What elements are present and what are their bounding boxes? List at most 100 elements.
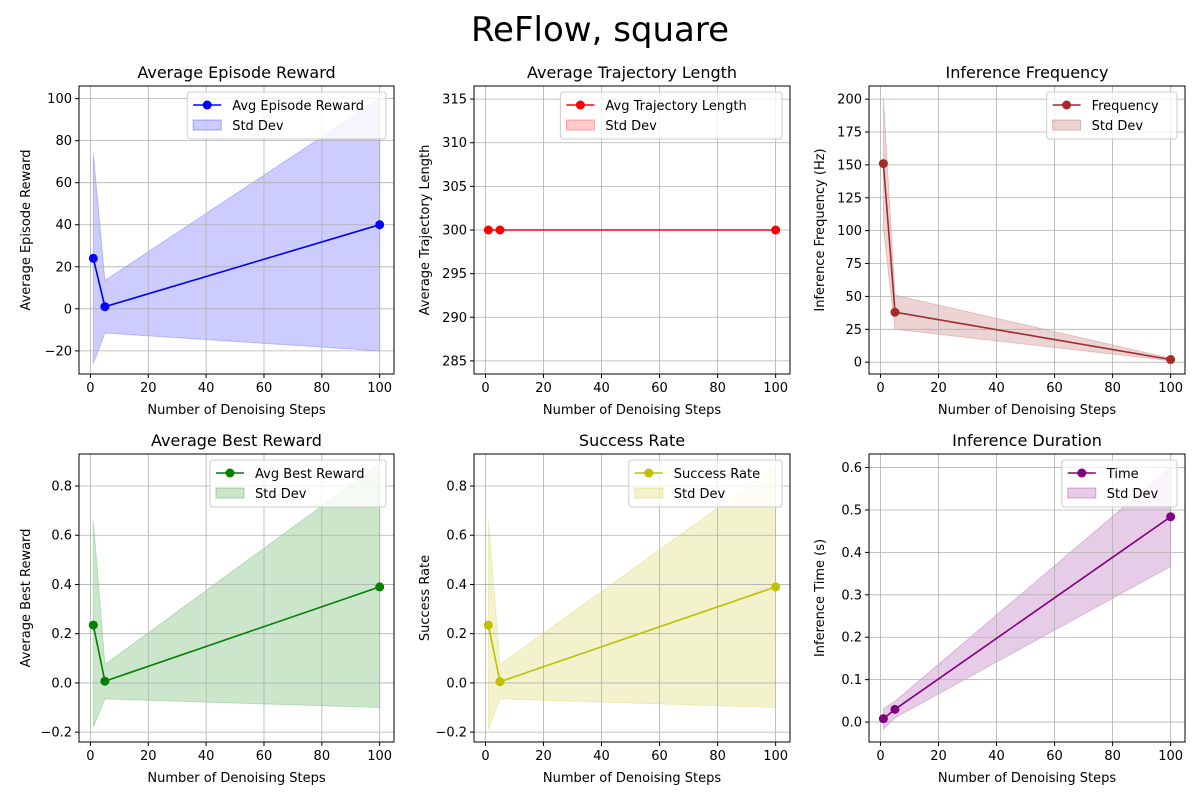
- legend-label: Time: [1106, 467, 1139, 482]
- y-tick-label: 0.0: [841, 716, 862, 731]
- legend-band-marker: [1052, 119, 1082, 131]
- x-tick-label: 60: [1046, 749, 1063, 764]
- x-tick-label: 80: [314, 749, 331, 764]
- legend-box: [559, 91, 783, 140]
- x-tick-label: 40: [593, 749, 610, 764]
- y-tick-label: 0.3: [841, 588, 862, 603]
- x-axis-label: Number of Denoising Steps: [543, 771, 721, 786]
- x-tick-label: 100: [763, 749, 788, 764]
- y-axis-label: Inference Time (s): [813, 539, 828, 657]
- legend-label: Std Dev: [232, 119, 284, 134]
- data-point: [878, 159, 888, 169]
- legend-label: Std Dev: [1107, 487, 1159, 502]
- data-point: [375, 220, 385, 230]
- data-point: [1166, 512, 1176, 522]
- legend-box: [1061, 459, 1178, 508]
- y-tick-label: −0.2: [40, 726, 72, 741]
- y-tick-label: 0.8: [446, 480, 467, 495]
- y-tick-label: 0: [854, 356, 862, 371]
- y-tick-label: 0.8: [51, 480, 72, 495]
- axes-frame: [78, 453, 395, 743]
- y-tick-label: 60: [55, 176, 72, 191]
- y-tick-label: 25: [845, 323, 862, 338]
- x-tick-label: 100: [763, 381, 788, 396]
- subplot-title: Inference Frequency: [946, 63, 1109, 82]
- x-tick-label: 20: [930, 749, 947, 764]
- y-axis-label: Average Best Reward: [19, 529, 34, 668]
- legend-label: Std Dev: [1092, 119, 1144, 134]
- x-tick-label: 0: [481, 381, 489, 396]
- grid: [79, 454, 394, 742]
- x-tick-label: 100: [1158, 749, 1183, 764]
- y-tick-label: 75: [845, 257, 862, 272]
- y-tick-label: 0.0: [446, 676, 467, 691]
- x-tick-label: 20: [535, 381, 552, 396]
- data-point: [771, 225, 781, 235]
- x-tick-label: 60: [256, 749, 273, 764]
- y-tick-label: 0.0: [51, 676, 72, 691]
- legend: Avg Trajectory Length Std Dev: [559, 91, 783, 140]
- y-tick-label: 80: [55, 134, 72, 149]
- legend-band-marker: [1067, 487, 1097, 499]
- y-tick-label: 175: [837, 126, 862, 141]
- legend-label: Std Dev: [674, 487, 726, 502]
- axes-frame: [868, 453, 1186, 743]
- data-point: [100, 676, 110, 686]
- data-point: [878, 714, 888, 724]
- x-tick-label: 60: [651, 749, 668, 764]
- y-tick-label: 315: [442, 93, 467, 108]
- x-axis-label: Number of Denoising Steps: [147, 771, 325, 786]
- subplot-title: Average Episode Reward: [137, 63, 335, 82]
- y-tick-label: 0.4: [446, 578, 467, 593]
- y-tick-label: 0.6: [446, 529, 467, 544]
- x-tick-label: 80: [709, 749, 726, 764]
- x-tick-label: 20: [140, 749, 157, 764]
- subplot-title: Average Trajectory Length: [527, 63, 737, 82]
- legend-label: Std Dev: [255, 487, 307, 502]
- y-tick-label: 295: [442, 267, 467, 282]
- axes-frame: [868, 85, 1186, 375]
- x-tick-label: 0: [86, 381, 94, 396]
- legend-label: Avg Trajectory Length: [605, 99, 746, 114]
- data-point: [495, 677, 505, 687]
- y-tick-label: 100: [837, 224, 862, 239]
- data-point: [483, 225, 493, 235]
- y-tick-label: 125: [837, 191, 862, 206]
- legend-point-marker: [202, 100, 212, 110]
- legend-band-marker: [215, 487, 245, 499]
- legend-band-marker: [634, 487, 664, 499]
- data-point: [1166, 355, 1176, 365]
- legend-band-marker: [192, 119, 222, 131]
- legend-label: Frequency: [1092, 99, 1159, 114]
- data-point: [88, 253, 98, 263]
- x-tick-label: 40: [988, 381, 1005, 396]
- subplot-2: 0 20 40 60 80 100 285 290 295 300 305 310 315 Average…: [418, 63, 791, 418]
- legend: Avg Best Reward Std Dev: [209, 459, 387, 508]
- subplot-title: Success Rate: [579, 431, 685, 450]
- subplot-4: 0 20 40 60 80 100 −0.2 0.0 0.2 0.4 0.6 0.8 Average B…: [19, 431, 395, 786]
- legend: Frequency Std Dev: [1046, 91, 1178, 140]
- legend-band-marker: [565, 119, 595, 131]
- legend-box: [186, 91, 387, 140]
- x-tick-label: 100: [367, 749, 392, 764]
- y-tick-label: 285: [442, 354, 467, 369]
- x-tick-label: 0: [481, 749, 489, 764]
- y-tick-label: 100: [47, 92, 72, 107]
- subplot-title: Average Best Reward: [151, 431, 322, 450]
- legend-label: Avg Episode Reward: [232, 99, 364, 114]
- y-tick-label: 0.1: [841, 673, 862, 688]
- y-tick-label: 0: [64, 302, 72, 317]
- legend-label: Success Rate: [674, 467, 760, 482]
- data-point: [375, 582, 385, 592]
- x-tick-label: 20: [930, 381, 947, 396]
- y-axis-label: Average Trajectory Length: [418, 145, 433, 316]
- y-tick-label: 305: [442, 180, 467, 195]
- legend-box: [209, 459, 387, 508]
- x-tick-label: 60: [256, 381, 273, 396]
- data-point: [771, 582, 781, 592]
- axes-frame: [78, 85, 395, 375]
- legend: Time Std Dev: [1061, 459, 1178, 508]
- y-tick-label: 0.5: [841, 503, 862, 518]
- legend: Success Rate Std Dev: [628, 459, 783, 508]
